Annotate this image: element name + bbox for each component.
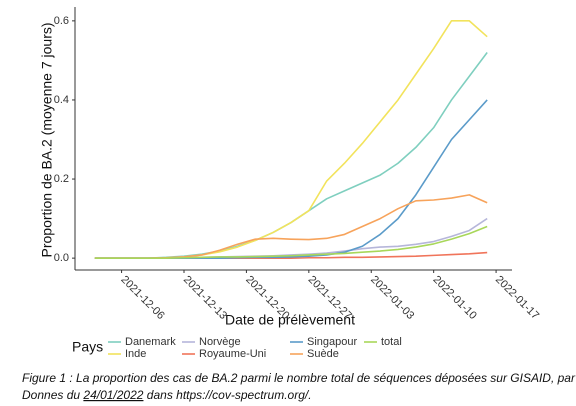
x-axis-title: Date de prélèvement [225,312,355,328]
y-tick-label: 0.4 [54,94,69,106]
caption: Donnes du 24/01/2022 dans https://cov-sp… [22,388,312,402]
series-line [94,20,488,259]
legend-label: Norvège [199,336,241,348]
y-tick-label: 0.2 [54,173,69,185]
legend-label: Danemark [125,336,176,348]
y-tick-label: 0.6 [54,15,69,27]
x-tick-label: 2022-01-17 [493,274,541,322]
series-line [94,52,488,259]
series-line [94,99,488,259]
y-tick-label: 0.0 [54,252,69,264]
x-tick-label: 2021-12-13 [181,274,229,322]
x-tick-label: 2021-12-06 [118,274,166,322]
series-line [94,194,488,259]
legend-label: Singapour [307,336,357,348]
caption-text: Donnes du [22,388,80,402]
caption-text: dans https://cov-spectrum.org/. [147,388,312,402]
legend-label: Inde [125,348,146,360]
caption-date: 24/01/2022 [82,388,143,402]
y-axis-title: Proportion de BA.2 (moyenne 7 jours) [39,22,55,257]
legend-title: Pays [72,339,103,355]
legend-label: Royaume-Uni [199,348,266,360]
x-tick-label: 2022-01-10 [430,274,478,322]
series-line [94,225,488,259]
caption: Figure 1 : La proportion des cas de BA.2… [22,371,576,385]
legend-label: total [381,336,402,348]
x-tick-label: 2022-01-03 [368,274,416,322]
legend-label: Suède [307,348,339,360]
